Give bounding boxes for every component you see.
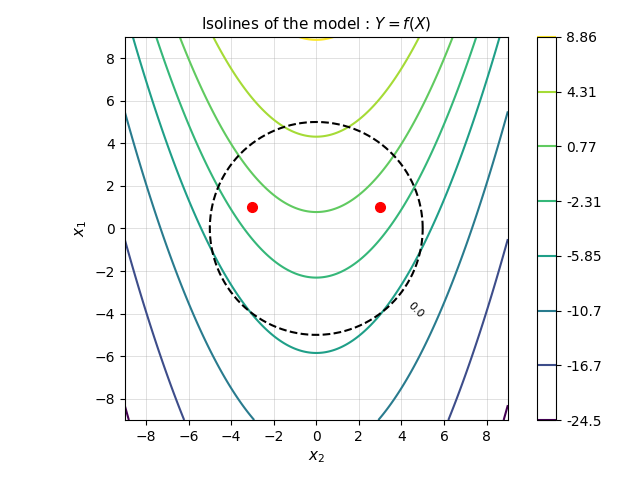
X-axis label: $x_2$: $x_2$ — [308, 449, 325, 465]
Text: 0.0: 0.0 — [406, 300, 425, 320]
Y-axis label: $x_1$: $x_1$ — [73, 220, 89, 237]
Title: Isolines of the model : $Y = f(X)$: Isolines of the model : $Y = f(X)$ — [201, 15, 431, 33]
